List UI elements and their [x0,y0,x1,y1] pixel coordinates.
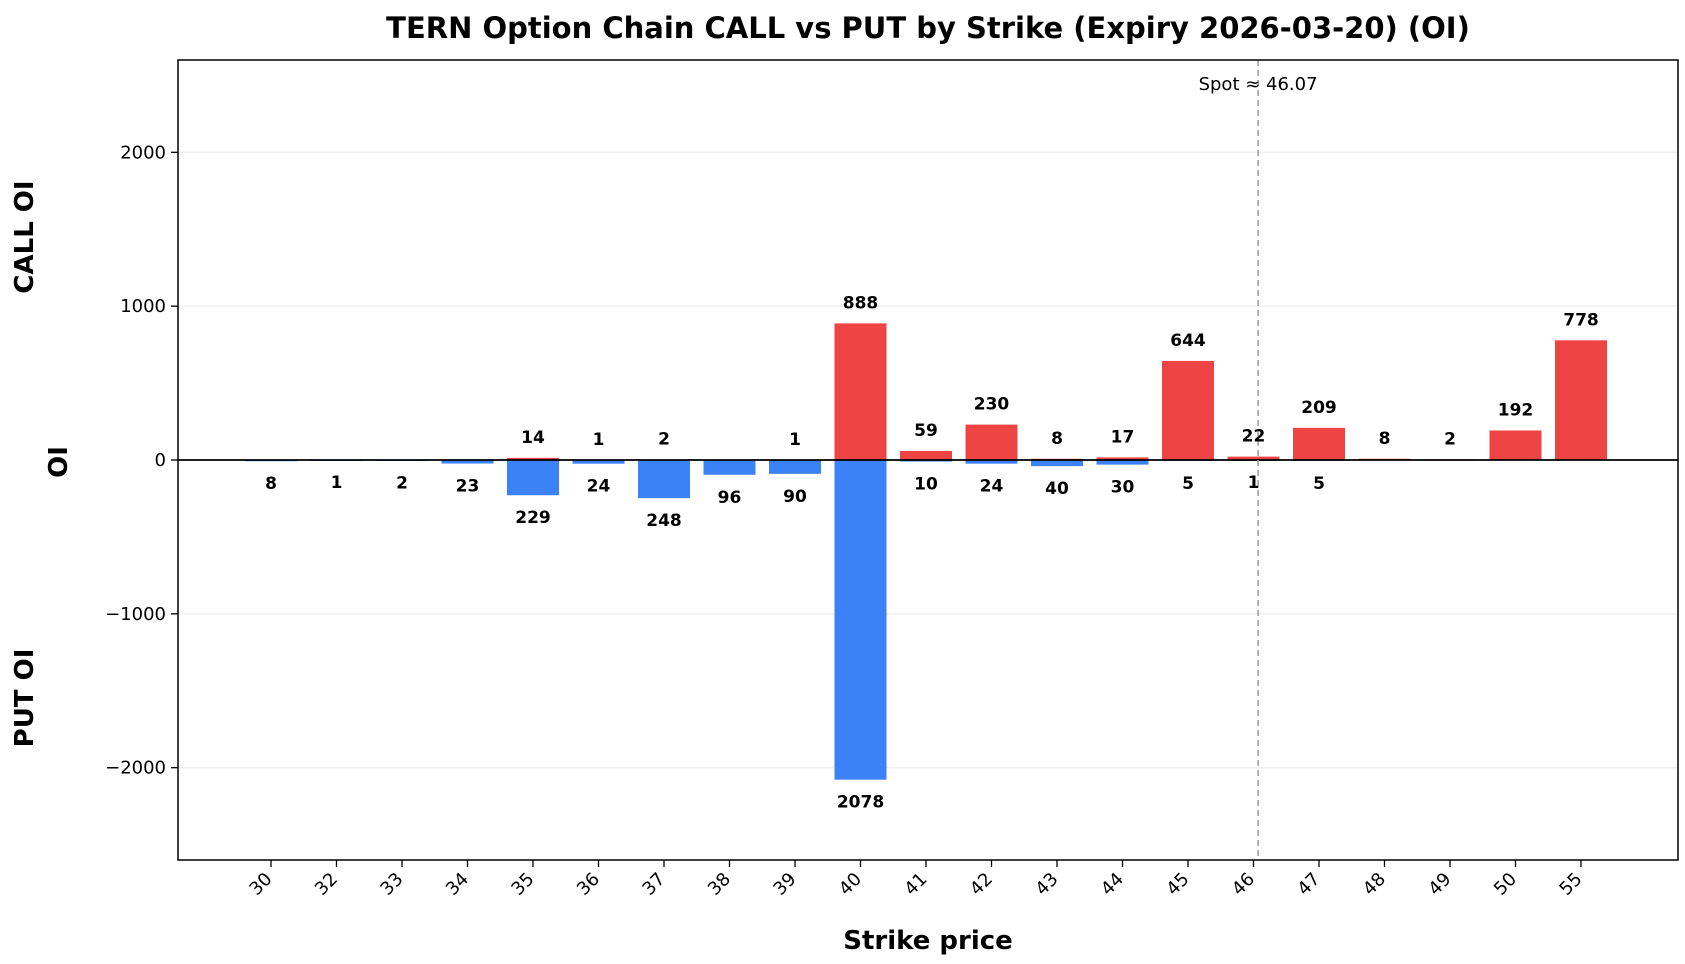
put-bar-label: 229 [515,508,551,528]
put-bar [965,460,1018,464]
call-bar-label: 14 [521,428,545,448]
call-bar-label: 17 [1111,427,1135,447]
call-bar-label: 209 [1301,398,1337,418]
y-tick-label: 0 [155,450,166,471]
bar-labels: 8 1 2 2314229124224896190888207859102302484… [265,293,1599,812]
x-tick-label: 50 [1490,869,1521,900]
y-axis-label-put: PUT OI [10,649,40,748]
call-bar-label: 59 [914,421,938,441]
call-bar-label: 22 [1242,427,1266,447]
put-bar [441,460,494,464]
put-bar-label: 40 [1045,479,1069,499]
chart-title: TERN Option Chain CALL vs PUT by Strike … [386,11,1470,45]
x-tick-label: 32 [311,869,342,900]
call-bar-label: 192 [1498,400,1534,420]
x-tick-label: 40 [835,869,866,900]
call-bar [1227,456,1280,460]
put-bar-label: 1 [331,473,343,493]
x-tick-label: 41 [900,869,931,900]
call-bar-label: 1 [593,430,605,450]
x-tick-label: 38 [704,869,735,900]
call-bar-label: 644 [1170,331,1206,351]
put-bar-label: 23 [456,477,480,497]
call-bar [1096,457,1149,460]
x-axis-ticks: 30 32 33 34 35 36 37 38 39 40 41 42 43 44 45 46 47 48 49 50… [245,860,1587,900]
y-tick-label: 2000 [120,142,166,163]
x-tick-label: 46 [1228,869,1259,900]
call-bar-label: 1 [789,430,801,450]
x-tick-label: 37 [638,869,669,900]
call-bar-label: 778 [1563,310,1599,330]
bars [245,323,1607,780]
x-tick-label: 39 [769,869,800,900]
put-bar-label: 10 [914,475,938,495]
call-bar-label: 230 [974,395,1010,415]
y-axis-label: OI [44,446,74,478]
put-bar [834,460,887,780]
y-axis-ticks: −2000 −1000 0 1000 2000 [105,142,178,779]
x-tick-label: 47 [1293,869,1324,900]
call-bar [965,424,1018,460]
call-bar [1162,360,1214,460]
put-bar [572,460,625,464]
put-bar-label: 24 [980,477,1004,497]
put-bar-label: 248 [646,511,682,531]
put-bar-label: 5 [1313,474,1325,494]
x-tick-label: 48 [1359,869,1390,900]
call-bar-label: 2 [1444,430,1456,450]
x-tick-label: 35 [507,869,538,900]
call-bar [1489,430,1542,460]
put-bar [769,460,821,474]
x-tick-label: 55 [1555,869,1586,900]
call-bar-label: 888 [843,293,879,313]
spot-label: Spot ≈ 46.07 [1199,74,1318,95]
put-bar [703,460,756,475]
call-bar-label: 8 [1051,429,1063,449]
call-bar-label: 8 [1379,429,1391,449]
put-bar-label: 2 [396,473,408,493]
call-bar [900,450,952,460]
put-bar-label: 90 [783,487,807,507]
call-bar [507,457,559,460]
put-bar-label: 8 [265,474,277,494]
put-bar-label: 30 [1111,478,1135,498]
put-bar [507,460,559,496]
call-bar [1555,340,1607,460]
x-tick-label: 30 [245,869,276,900]
y-axis-label-call: CALL OI [10,180,40,293]
x-axis-label: Strike price [843,926,1013,956]
y-tick-label: −2000 [105,758,166,779]
x-tick-label: 42 [966,869,997,900]
y-tick-label: 1000 [120,296,166,317]
put-bar [1031,460,1083,467]
put-bar [638,460,690,499]
x-tick-label: 45 [1162,869,1193,900]
x-tick-label: 49 [1424,869,1455,900]
y-tick-label: −1000 [105,604,166,625]
x-tick-label: 44 [1097,869,1128,900]
put-bar-label: 96 [718,488,742,508]
put-bar [1096,460,1149,465]
x-tick-label: 36 [573,869,604,900]
call-bar [834,323,887,460]
x-tick-label: 43 [1031,869,1062,900]
call-bar-label: 2 [658,430,670,450]
x-tick-label: 33 [376,869,407,900]
put-bar-label: 5 [1182,474,1194,494]
put-bar-label: 1 [1248,473,1260,493]
put-bar-label: 24 [587,477,611,497]
x-tick-label: 34 [442,869,473,900]
call-bar [1293,427,1345,460]
put-bar-label: 2078 [837,793,884,813]
